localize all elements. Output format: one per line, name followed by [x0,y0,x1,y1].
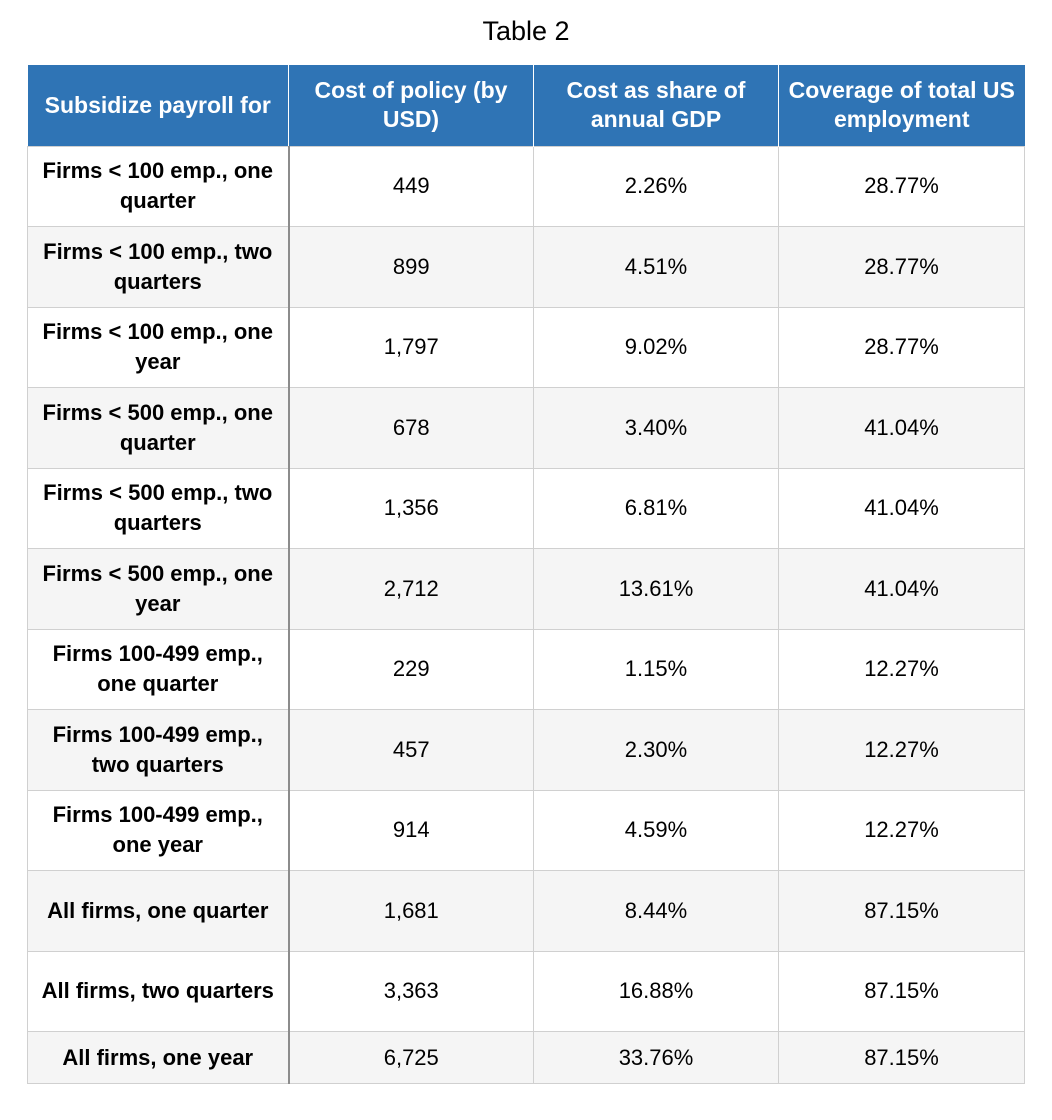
cost-cell: 2,712 [288,548,534,630]
cost-cell: 457 [288,709,534,791]
gdp-share-cell: 8.44% [533,870,779,952]
header-subsidize-payroll: Subsidize payroll for [27,65,289,146]
cost-cell: 449 [288,145,534,227]
header-row: Subsidize payroll for Cost of policy (by… [27,65,1025,146]
coverage-cell: 28.77% [778,306,1025,388]
cost-cell: 899 [288,226,534,308]
gdp-share-cell: 2.26% [533,145,779,227]
coverage-cell: 87.15% [778,1031,1025,1084]
table-row: Firms < 500 emp., two quarters 1,356 6.8… [27,467,1025,549]
row-label: Firms < 500 emp., one quarter [27,387,290,469]
row-label: All firms, one year [27,1031,290,1084]
table-row: All firms, one year 6,725 33.76% 87.15% [27,1031,1025,1084]
row-label: All firms, two quarters [27,950,290,1032]
coverage-cell: 87.15% [778,950,1025,1032]
row-label: All firms, one quarter [27,870,290,952]
cost-cell: 1,797 [288,306,534,388]
coverage-cell: 28.77% [778,145,1025,227]
row-label: Firms 100-499 emp., two quarters [27,709,290,791]
cost-cell: 6,725 [288,1031,534,1084]
gdp-share-cell: 4.59% [533,789,779,871]
gdp-share-cell: 2.30% [533,709,779,791]
gdp-share-cell: 1.15% [533,628,779,710]
coverage-cell: 41.04% [778,548,1025,630]
gdp-share-cell: 6.81% [533,467,779,549]
coverage-cell: 28.77% [778,226,1025,308]
table-row: Firms < 500 emp., one year 2,712 13.61% … [27,548,1025,630]
gdp-share-cell: 4.51% [533,226,779,308]
row-label: Firms < 500 emp., two quarters [27,467,290,549]
table-row: Firms < 500 emp., one quarter 678 3.40% … [27,387,1025,469]
data-table: Subsidize payroll for Cost of policy (by… [27,65,1025,1084]
cost-cell: 229 [288,628,534,710]
header-coverage-employment: Coverage of total US employment [778,65,1025,146]
table-title: Table 2 [482,16,570,46]
coverage-cell: 41.04% [778,467,1025,549]
gdp-share-cell: 33.76% [533,1031,779,1084]
coverage-cell: 87.15% [778,870,1025,952]
cost-cell: 3,363 [288,950,534,1032]
table-row: Firms 100-499 emp., one year 914 4.59% 1… [27,789,1025,871]
table-row: Firms < 100 emp., one quarter 449 2.26% … [27,145,1025,227]
coverage-cell: 12.27% [778,789,1025,871]
cost-cell: 1,681 [288,870,534,952]
coverage-cell: 41.04% [778,387,1025,469]
cost-cell: 678 [288,387,534,469]
row-label: Firms < 100 emp., one year [27,306,290,388]
table-row: Firms 100-499 emp., two quarters 457 2.3… [27,709,1025,791]
coverage-cell: 12.27% [778,709,1025,791]
row-label: Firms < 100 emp., two quarters [27,226,290,308]
table-row: All firms, two quarters 3,363 16.88% 87.… [27,950,1025,1032]
row-label: Firms 100-499 emp., one year [27,789,290,871]
cost-cell: 1,356 [288,467,534,549]
row-label: Firms < 100 emp., one quarter [27,145,290,227]
row-label: Firms < 500 emp., one year [27,548,290,630]
header-cost-of-policy: Cost of policy (by USD) [288,65,534,146]
table-row: Firms < 100 emp., one year 1,797 9.02% 2… [27,306,1025,388]
row-label: Firms 100-499 emp., one quarter [27,628,290,710]
table-row: All firms, one quarter 1,681 8.44% 87.15… [27,870,1025,952]
gdp-share-cell: 13.61% [533,548,779,630]
gdp-share-cell: 3.40% [533,387,779,469]
table-row: Firms < 100 emp., two quarters 899 4.51%… [27,226,1025,308]
gdp-share-cell: 16.88% [533,950,779,1032]
gdp-share-cell: 9.02% [533,306,779,388]
header-cost-share-gdp: Cost as share of annual GDP [533,65,779,146]
coverage-cell: 12.27% [778,628,1025,710]
table-row: Firms 100-499 emp., one quarter 229 1.15… [27,628,1025,710]
cost-cell: 914 [288,789,534,871]
